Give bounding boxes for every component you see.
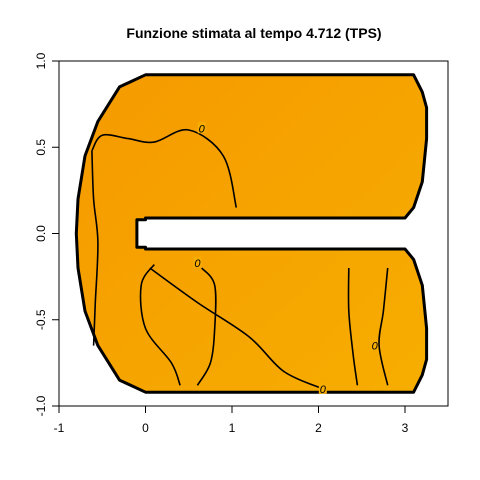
x-tick-label: 0	[142, 421, 149, 435]
contour-line-5	[347, 267, 359, 386]
contour-label-bg	[193, 256, 202, 268]
contour-line-0	[91, 128, 238, 208]
x-tick-label: -1	[54, 421, 65, 435]
x-tick-label: 1	[229, 421, 236, 435]
contour-line-3	[196, 267, 217, 386]
contour-label: 0	[199, 123, 206, 135]
contour-line-6	[378, 267, 389, 386]
domain-fill	[74, 73, 429, 394]
contour-label: 0	[194, 258, 201, 270]
contour-label-bg	[318, 382, 327, 394]
x-tick-label: 2	[315, 421, 322, 435]
domain-area	[76, 74, 427, 393]
y-tick-label: -1.0	[34, 395, 48, 416]
contour-line-4	[149, 267, 324, 390]
contour-label: 0	[320, 384, 327, 396]
y-tick-label: 1.0	[34, 52, 48, 69]
domain-boundary	[74, 73, 429, 394]
chart-title: Funzione stimata al tempo 4.712 (TPS)	[126, 25, 381, 41]
contour-label-bg	[197, 122, 206, 134]
contour-line-1	[91, 150, 99, 346]
contour-line-2	[139, 264, 181, 386]
x-axis: -1 0 1 2 3	[54, 405, 409, 435]
contour-label: 0	[372, 341, 379, 353]
y-tick-label: 0.5	[34, 139, 48, 156]
y-tick-label: 0.0	[34, 225, 48, 242]
contour-lines: 0 0 0 0	[91, 122, 389, 396]
y-tick-label: -0.5	[34, 309, 48, 330]
contour-label-bg	[370, 339, 379, 351]
y-axis: -1.0 -0.5 0.0 0.5 1.0	[34, 52, 60, 416]
x-tick-label: 3	[402, 421, 409, 435]
